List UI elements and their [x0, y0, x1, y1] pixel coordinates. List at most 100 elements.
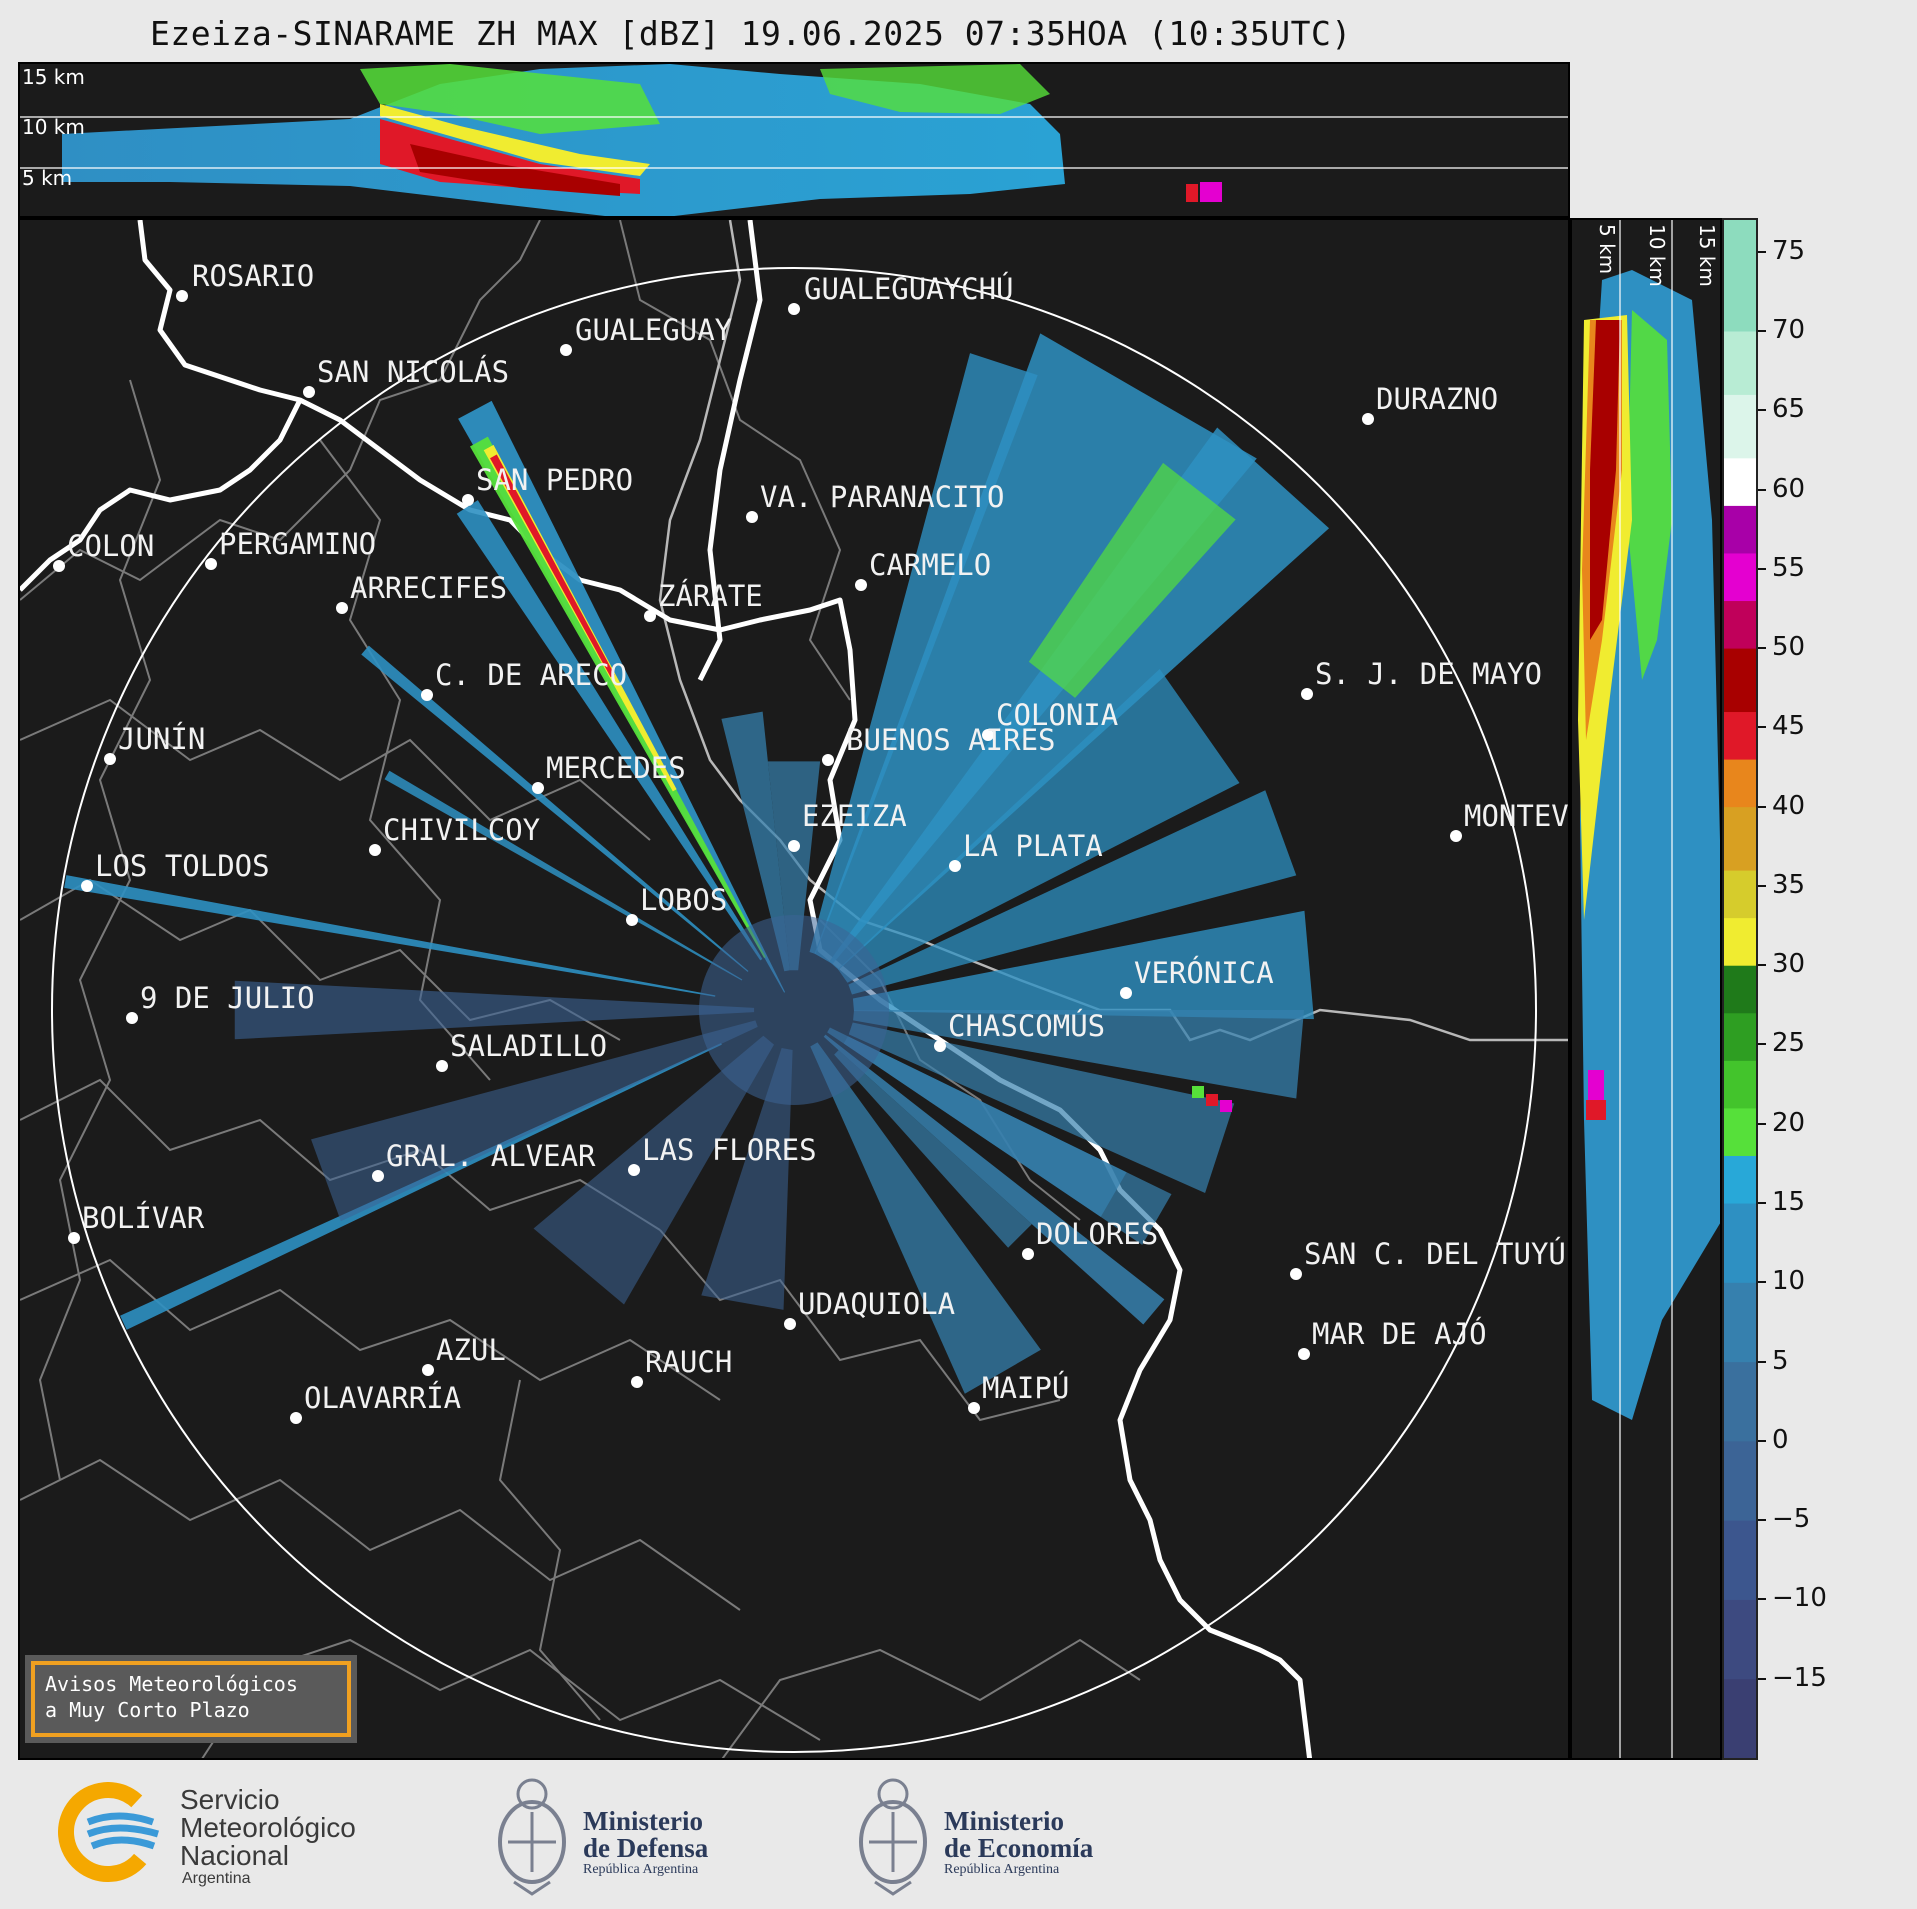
radar-echo-ray	[490, 454, 615, 678]
colorbar-tick-label: 65	[1772, 394, 1806, 425]
city-marker	[436, 1060, 448, 1072]
radar-echo-ray	[120, 1043, 722, 1330]
city-label: GRAL. ALVEAR	[386, 1139, 596, 1173]
city-label: CHIVILCOY	[383, 813, 540, 847]
city-label: OLAVARRÍA	[304, 1381, 461, 1415]
colorbar-tick-label: −5	[1772, 1504, 1811, 1535]
city-marker	[104, 753, 116, 765]
radar-echo-ray	[853, 1010, 1304, 1099]
colorbar-tick-mark	[1758, 1043, 1766, 1046]
colorbar-segment	[1724, 870, 1756, 919]
radar-echo-cell	[1220, 1100, 1232, 1112]
radar-echo-ray	[469, 436, 766, 958]
defensa-text: Ministerio de Defensa República Argentin…	[583, 1806, 709, 1878]
top-echo-red-small	[1186, 184, 1198, 202]
colorbar-tick-label: 30	[1772, 949, 1806, 980]
avisos-box[interactable]: Avisos Meteorológicos a Muy Corto Plazo	[25, 1655, 357, 1743]
dbz-colorbar	[1722, 218, 1758, 1760]
radar-echo-ray	[456, 500, 763, 961]
colorbar-tick-mark	[1758, 884, 1766, 887]
city-label: BUENOS AIRES	[846, 723, 1056, 757]
city-label: PERGAMINO	[219, 527, 376, 561]
river-coastline	[20, 220, 1313, 1758]
city-marker	[644, 610, 656, 622]
radar-echo-ray	[823, 1034, 1165, 1325]
city-label: MONTEVIDEO	[1464, 799, 1570, 833]
city-marker	[822, 754, 834, 766]
colorbar-tick-label: 60	[1772, 473, 1806, 504]
avisos-line1: Avisos Meteorológicos	[45, 1672, 298, 1696]
colorbar-tick-mark	[1758, 1598, 1766, 1601]
city-label: COLON	[67, 529, 154, 563]
city-label: GUALEGUAY	[575, 313, 732, 347]
colorbar-segment	[1724, 1155, 1756, 1204]
city-marker	[290, 1412, 302, 1424]
city-marker	[788, 840, 800, 852]
colorbar-segment	[1724, 1520, 1756, 1600]
colorbar-tick-mark	[1758, 409, 1766, 412]
city-label: CARMELO	[869, 548, 991, 582]
radar-echo-ray	[834, 1050, 1032, 1248]
city-label: SALADILLO	[450, 1029, 607, 1063]
colorbar-segment	[1724, 394, 1756, 459]
colorbar-tick-label: −10	[1772, 1583, 1827, 1614]
chart-title: Ezeiza-SINARAME ZH MAX [dBZ] 19.06.2025 …	[150, 14, 1352, 53]
colorbar-segment	[1724, 1203, 1756, 1283]
radar-echo-ray	[311, 1020, 758, 1222]
colorbar-tick-mark	[1758, 1519, 1766, 1522]
city-marker	[560, 344, 572, 356]
city-marker	[982, 729, 994, 741]
economia-text: Ministerio de Economía República Argenti…	[944, 1806, 1094, 1878]
colorbar-segment	[1724, 711, 1756, 760]
city-label: C. DE ARECO	[435, 658, 627, 692]
radar-map-panel: ROSARIO GUALEGUAYCHÚ GUALEGUAY SAN NICOLÁS D…	[18, 218, 1570, 1760]
city-label: JUNÍN	[118, 722, 205, 756]
radar-echo-ray	[837, 669, 1240, 983]
radar-echo-ray	[843, 1036, 1172, 1245]
colorbar-tick-label: 50	[1772, 632, 1806, 663]
city-label: S. J. DE MAYO	[1315, 657, 1542, 691]
colorbar-tick-mark	[1758, 1360, 1766, 1363]
city-label: MAR DE AJÓ	[1312, 1317, 1487, 1351]
colorbar-tick-mark	[1758, 1281, 1766, 1284]
colorbar-tick-label: 25	[1772, 1028, 1806, 1059]
colorbar-tick-label: 20	[1772, 1107, 1806, 1138]
colorbar-segment	[1724, 648, 1756, 713]
colorbar-tick-mark	[1758, 647, 1766, 650]
colorbar-segment	[1724, 965, 1756, 1014]
top-alt-label-15: 15 km	[22, 65, 85, 89]
colorbar-tick-mark	[1758, 1202, 1766, 1205]
colorbar-tick-mark	[1758, 567, 1766, 570]
city-label: COLONIA	[996, 698, 1118, 732]
city-marker	[934, 1040, 946, 1052]
city-label: SAN PEDRO	[476, 463, 633, 497]
colorbar-tick-mark	[1758, 726, 1766, 729]
colorbar-segment	[1724, 1440, 1756, 1521]
city-marker	[626, 914, 638, 926]
city-marker	[372, 1170, 384, 1182]
radar-echo-ray	[1028, 462, 1236, 698]
city-label: LOS TOLDOS	[95, 849, 270, 883]
colorbar-segment	[1724, 1060, 1756, 1109]
colorbar-segment	[1724, 600, 1756, 649]
colorbar-tick-label: 35	[1772, 869, 1806, 900]
city-layer: ROSARIO GUALEGUAYCHÚ GUALEGUAY SAN NICOLÁS D…	[53, 259, 1570, 1424]
radar-echo-ray	[829, 427, 1330, 970]
coat-of-arms-icon	[498, 1778, 566, 1896]
top-cross-section-panel: 15 km 10 km 5 km	[18, 62, 1570, 218]
city-marker	[303, 386, 315, 398]
city-label: GUALEGUAYCHÚ	[804, 272, 1014, 306]
colorbar-tick-mark	[1758, 1439, 1766, 1442]
city-marker	[421, 689, 433, 701]
city-label: DURAZNO	[1376, 382, 1498, 416]
radar-echo-ray	[234, 980, 755, 1040]
colorbar-tick-label: 70	[1772, 314, 1806, 345]
colorbar-segment	[1724, 1599, 1756, 1680]
colorbar-tick-mark	[1758, 329, 1766, 332]
city-label: ARRECIFES	[350, 571, 507, 605]
colorbar-segment	[1724, 1282, 1756, 1363]
city-marker	[968, 1402, 980, 1414]
city-marker	[855, 579, 867, 591]
top-alt-label-5: 5 km	[22, 166, 72, 190]
radar-echo-ray	[533, 1035, 774, 1305]
